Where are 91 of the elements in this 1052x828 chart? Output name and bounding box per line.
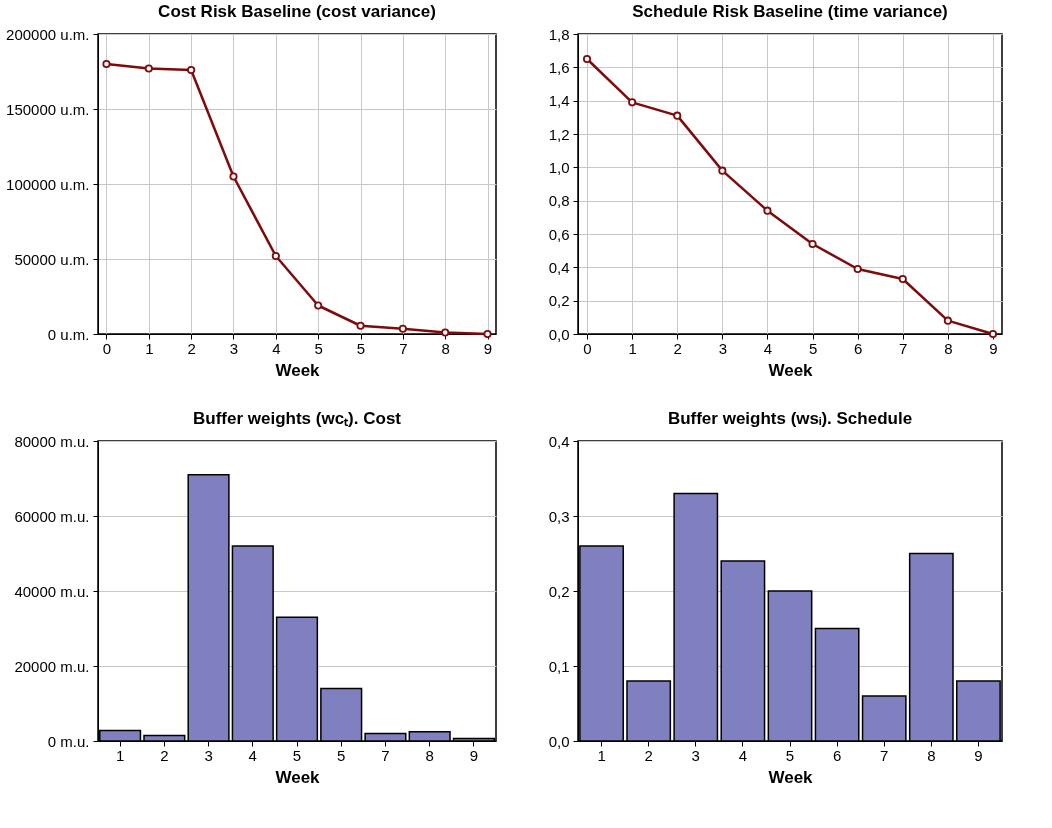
- x-axis-title: Week: [275, 767, 321, 787]
- point: [271, 251, 280, 261]
- y-tick-label: 0,2: [548, 582, 570, 600]
- x-tick-label: 1: [597, 746, 606, 764]
- x-tick-label: 8: [944, 339, 953, 357]
- x-axis-title: Week: [275, 360, 321, 380]
- y-tick-label: 0,1: [548, 657, 570, 675]
- x-tick-label: 8: [441, 339, 450, 357]
- point: [853, 264, 862, 274]
- y-tick-label: 0,4: [548, 258, 570, 276]
- point: [229, 172, 238, 181]
- x-tick-label: 3: [229, 339, 239, 357]
- x-tick-label: 9: [483, 339, 493, 357]
- x-tick-label: 5: [356, 339, 366, 357]
- y-tick-label: 60000 m.u.: [14, 507, 90, 525]
- y-tick-label: 100000 u.m.: [6, 175, 90, 193]
- chart-title: Cost Risk Baseline (cost variance): [158, 2, 436, 21]
- y-tick-label: 200000 u.m.: [6, 25, 90, 43]
- x-tick-label: 4: [738, 746, 748, 764]
- point: [673, 111, 682, 120]
- x-tick-label: 8: [927, 746, 936, 764]
- x-tick-label: 9: [469, 746, 479, 764]
- x-tick-label: 5: [292, 746, 302, 764]
- y-tick-label: 50000 u.m.: [14, 250, 90, 268]
- y-tick-label: 0,8: [548, 192, 570, 210]
- y-tick-label: 1,2: [548, 125, 570, 143]
- x-tick-label: 2: [187, 339, 196, 357]
- x-tick-label: 5: [337, 746, 346, 764]
- chart-title: Buffer weights (wsᵢ). Schedule: [667, 409, 913, 428]
- x-tick-label: 3: [718, 339, 728, 357]
- point: [628, 98, 637, 107]
- x-tick-label: 4: [763, 339, 773, 357]
- x-tick-label: 7: [880, 746, 889, 764]
- y-tick-label: 1,0: [548, 158, 570, 176]
- point: [102, 59, 111, 69]
- x-axis-title: Week: [768, 767, 814, 787]
- y-tick-label: 0 u.m.: [47, 325, 90, 343]
- x-tick-label: 9: [989, 339, 998, 357]
- point: [898, 274, 907, 284]
- y-tick-label: 1,8: [548, 25, 570, 43]
- y-tick-label: 0,0: [548, 732, 570, 750]
- x-tick-label: 5: [785, 746, 795, 764]
- point: [943, 316, 952, 325]
- x-axis-title: Week: [768, 360, 814, 380]
- y-tick-label: 40000 m.u.: [14, 582, 90, 600]
- y-tick-label: 20000 m.u.: [14, 657, 90, 675]
- chart-title: Buffer weights (wcₜ). Cost: [192, 409, 402, 428]
- y-tick-label: 0,0: [548, 325, 570, 343]
- x-tick-label: 4: [272, 339, 281, 357]
- x-tick-label: 8: [425, 746, 434, 764]
- chart-title: Schedule Risk Baseline (time variance): [632, 2, 948, 21]
- x-tick-label: 2: [644, 746, 653, 764]
- x-tick-label: 4: [248, 746, 257, 764]
- x-tick-label: 0: [583, 339, 592, 357]
- y-tick-label: 80000 m.u.: [14, 432, 90, 450]
- x-tick-label: 6: [853, 339, 863, 357]
- y-tick-label: 150000 u.m.: [6, 100, 90, 118]
- x-tick-label: 1: [628, 339, 637, 357]
- x-tick-label: 2: [673, 339, 682, 357]
- x-tick-label: 5: [808, 339, 818, 357]
- x-tick-label: 3: [204, 746, 213, 764]
- point: [144, 64, 153, 73]
- point: [441, 328, 450, 337]
- point: [718, 166, 727, 175]
- x-tick-label: 6: [832, 746, 842, 764]
- point: [356, 321, 365, 330]
- point: [763, 206, 772, 215]
- y-tick-label: 0,4: [548, 432, 570, 450]
- y-tick-label: 0,3: [548, 507, 570, 525]
- x-tick-label: 2: [160, 746, 169, 764]
- point: [483, 329, 492, 339]
- point: [988, 329, 998, 339]
- point: [808, 239, 817, 249]
- y-tick-label: 1,6: [548, 58, 570, 76]
- point: [187, 65, 196, 75]
- x-tick-label: 7: [381, 746, 390, 764]
- point: [314, 301, 323, 310]
- x-tick-label: 7: [399, 339, 408, 357]
- point: [398, 324, 407, 333]
- x-tick-label: 5: [314, 339, 323, 357]
- point: [582, 54, 592, 64]
- x-tick-label: 1: [145, 339, 154, 357]
- y-tick-label: 0,6: [548, 225, 570, 243]
- y-tick-label: 0 m.u.: [47, 732, 90, 750]
- x-tick-label: 3: [691, 746, 700, 764]
- y-tick-label: 0,2: [548, 292, 570, 310]
- x-tick-label: 0: [102, 339, 112, 357]
- x-tick-label: 7: [899, 339, 908, 357]
- x-tick-label: 1: [115, 746, 125, 764]
- y-tick-label: 1,4: [548, 92, 570, 110]
- x-tick-label: 9: [974, 746, 983, 764]
